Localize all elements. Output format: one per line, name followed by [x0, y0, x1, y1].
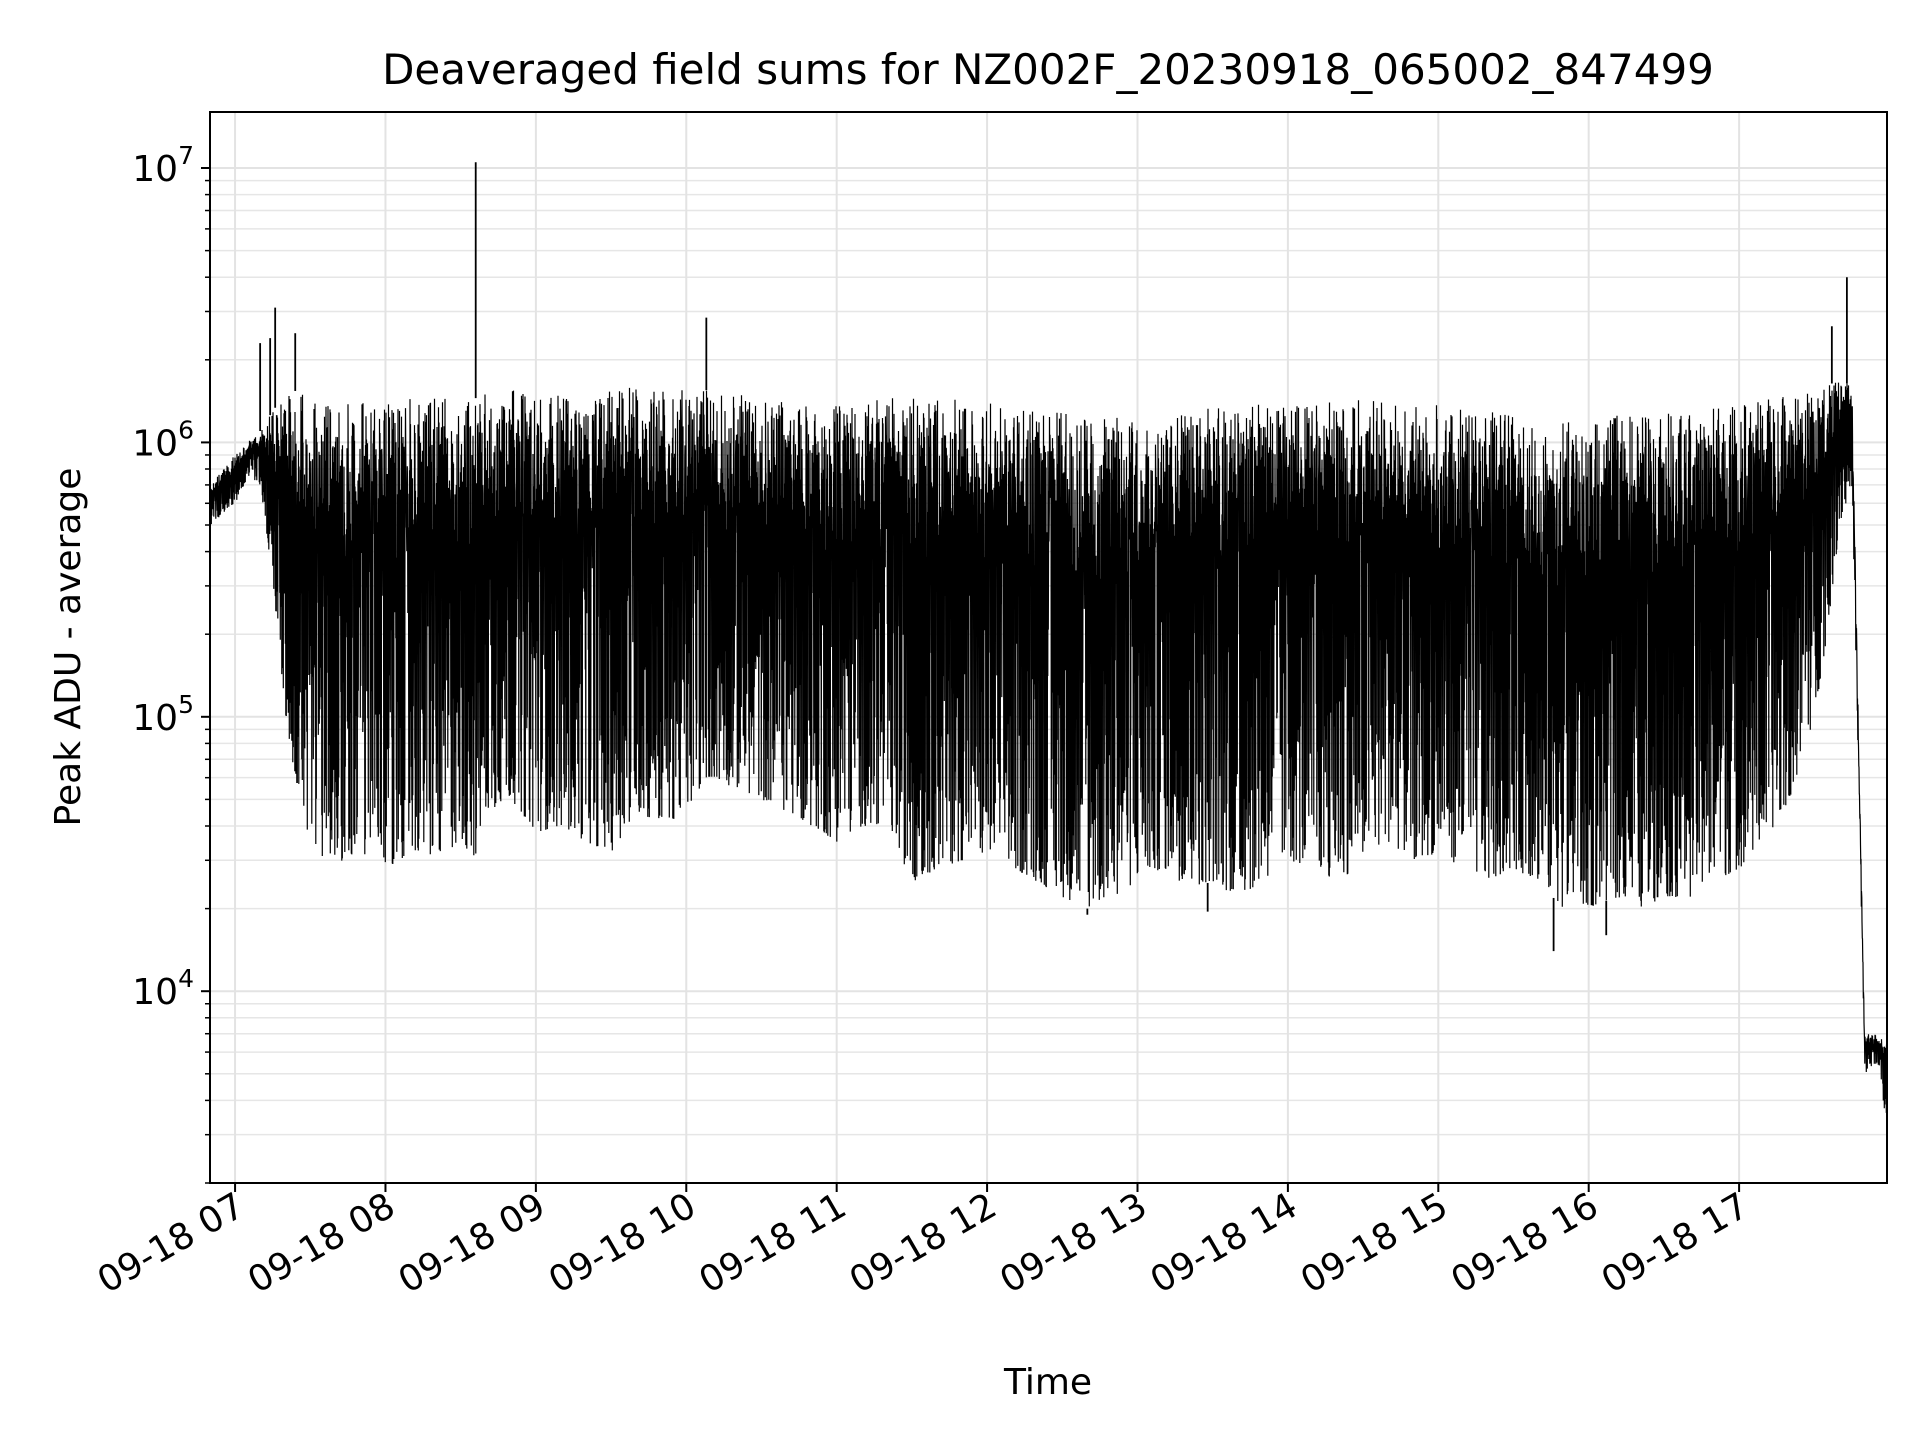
y-tick-label: 107: [132, 141, 194, 190]
y-tick-label: 106: [132, 415, 194, 464]
chart-title: Deaveraged field sums for NZ002F_2023091…: [382, 45, 1714, 94]
y-tick-label: 104: [132, 964, 194, 1013]
y-axis-ticks: 104 105 106 107: [132, 141, 210, 1184]
x-axis-label: Time: [1003, 1362, 1092, 1403]
y-tick-label: 105: [132, 690, 194, 739]
y-axis-label: Peak ADU - average: [48, 468, 89, 827]
plot-frame: [209, 111, 1888, 1184]
data-series: [209, 162, 1888, 1113]
series-line: [209, 382, 1888, 1113]
